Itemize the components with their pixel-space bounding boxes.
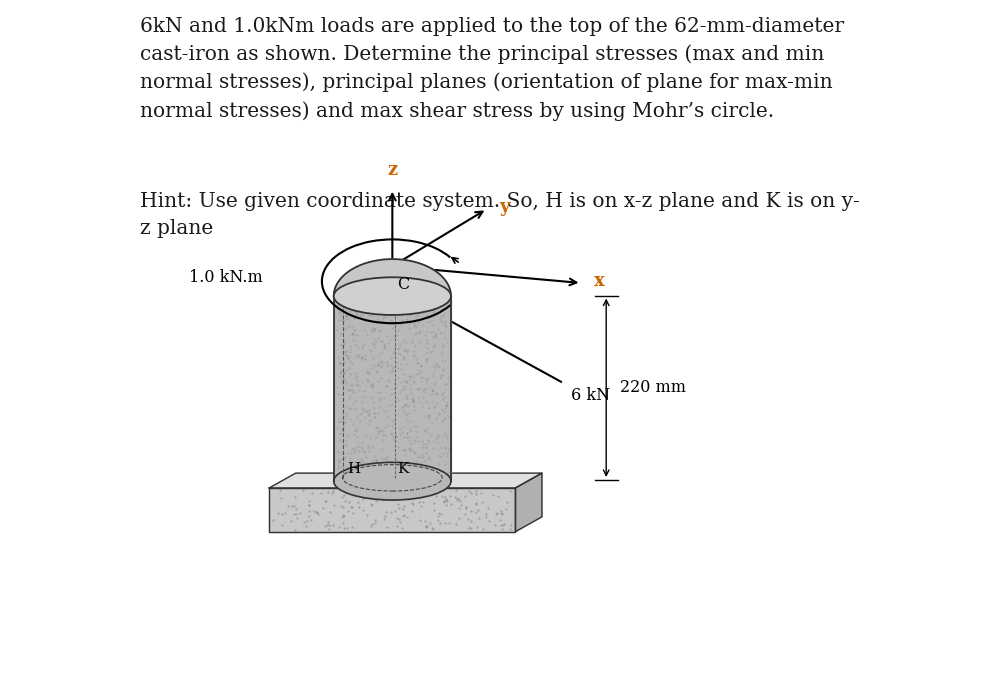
Polygon shape — [334, 296, 451, 481]
Text: Hint: Use given coordinate system. So, H is on x-z plane and K is on y-
z plane: Hint: Use given coordinate system. So, H… — [140, 192, 859, 238]
Text: 1.0 kN.m: 1.0 kN.m — [189, 269, 263, 286]
Polygon shape — [334, 259, 451, 296]
Text: C: C — [397, 277, 409, 293]
Text: 6 kN: 6 kN — [571, 386, 610, 404]
Ellipse shape — [334, 277, 451, 315]
Text: K: K — [397, 462, 408, 476]
Text: 6kN and 1.0kNm loads are applied to the top of the 62-mm-diameter
cast-iron as s: 6kN and 1.0kNm loads are applied to the … — [140, 17, 844, 120]
Text: z: z — [387, 161, 397, 178]
Text: y: y — [499, 198, 509, 216]
Ellipse shape — [334, 462, 451, 500]
Polygon shape — [269, 488, 515, 532]
Text: 220 mm: 220 mm — [620, 380, 685, 396]
Text: x: x — [593, 272, 604, 290]
Polygon shape — [515, 473, 541, 532]
Polygon shape — [269, 473, 541, 488]
Text: H: H — [347, 462, 360, 476]
